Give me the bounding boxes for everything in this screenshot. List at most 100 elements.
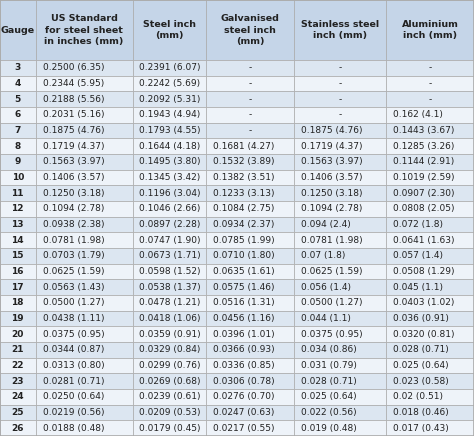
Bar — [133, 389, 206, 405]
Bar — [294, 0, 386, 60]
Text: 0.2188 (5.56): 0.2188 (5.56) — [43, 95, 105, 104]
Bar — [133, 154, 206, 170]
Text: Steel inch
(mm): Steel inch (mm) — [143, 20, 196, 40]
Bar — [294, 342, 386, 358]
Text: 0.1644 (4.18): 0.1644 (4.18) — [138, 142, 200, 151]
Bar — [133, 327, 206, 342]
Bar — [386, 279, 474, 295]
Text: 8: 8 — [15, 142, 21, 151]
Bar — [206, 420, 294, 436]
Bar — [36, 342, 133, 358]
Bar — [294, 373, 386, 389]
Text: 26: 26 — [11, 424, 24, 433]
Bar — [206, 327, 294, 342]
Text: 0.07 (1.8): 0.07 (1.8) — [301, 252, 346, 260]
Text: 0.1144 (2.91): 0.1144 (2.91) — [393, 157, 455, 167]
Text: 0.1094 (2.78): 0.1094 (2.78) — [301, 204, 363, 214]
Text: 0.028 (0.71): 0.028 (0.71) — [393, 345, 449, 354]
Text: 5: 5 — [15, 95, 21, 104]
Text: 17: 17 — [11, 283, 24, 292]
Bar — [133, 60, 206, 76]
Bar — [133, 92, 206, 107]
Text: -: - — [428, 79, 432, 88]
Bar — [133, 139, 206, 154]
Bar — [294, 420, 386, 436]
Bar — [386, 185, 474, 201]
Text: 0.0329 (0.84): 0.0329 (0.84) — [138, 345, 200, 354]
Bar — [294, 311, 386, 327]
Text: 25: 25 — [11, 408, 24, 417]
Bar — [386, 248, 474, 264]
Bar — [36, 279, 133, 295]
Text: 0.0269 (0.68): 0.0269 (0.68) — [138, 377, 200, 386]
Text: 0.2242 (5.69): 0.2242 (5.69) — [138, 79, 200, 88]
Text: 22: 22 — [11, 361, 24, 370]
Text: 0.0516 (1.31): 0.0516 (1.31) — [213, 298, 275, 307]
Text: -: - — [338, 95, 342, 104]
Text: 0.0781 (1.98): 0.0781 (1.98) — [301, 236, 363, 245]
Bar — [0, 420, 36, 436]
Text: 0.025 (0.64): 0.025 (0.64) — [301, 392, 357, 402]
Bar — [294, 295, 386, 311]
Text: 0.0306 (0.78): 0.0306 (0.78) — [213, 377, 275, 386]
Bar — [0, 154, 36, 170]
Bar — [386, 139, 474, 154]
Text: 0.1233 (3.13): 0.1233 (3.13) — [213, 189, 275, 198]
Bar — [36, 185, 133, 201]
Bar — [0, 311, 36, 327]
Bar — [0, 295, 36, 311]
Text: 3: 3 — [15, 64, 21, 72]
Bar — [294, 170, 386, 185]
Bar — [206, 342, 294, 358]
Text: 0.056 (1.4): 0.056 (1.4) — [301, 283, 351, 292]
Bar — [294, 139, 386, 154]
Text: US Standard
for steel sheet
in inches (mm): US Standard for steel sheet in inches (m… — [45, 14, 124, 46]
Bar — [386, 295, 474, 311]
Bar — [36, 0, 133, 60]
Bar — [294, 232, 386, 248]
Bar — [206, 389, 294, 405]
Text: 0.2092 (5.31): 0.2092 (5.31) — [138, 95, 200, 104]
Bar — [294, 76, 386, 92]
Bar — [36, 217, 133, 232]
Text: 0.0500 (1.27): 0.0500 (1.27) — [43, 298, 105, 307]
Bar — [36, 389, 133, 405]
Text: 0.1532 (3.89): 0.1532 (3.89) — [213, 157, 275, 167]
Text: 0.045 (1.1): 0.045 (1.1) — [393, 283, 443, 292]
Text: 0.0635 (1.61): 0.0635 (1.61) — [213, 267, 275, 276]
Text: 0.017 (0.43): 0.017 (0.43) — [393, 424, 449, 433]
Bar — [133, 373, 206, 389]
Bar — [0, 405, 36, 420]
Text: 0.0375 (0.95): 0.0375 (0.95) — [43, 330, 105, 339]
Text: 0.1495 (3.80): 0.1495 (3.80) — [138, 157, 200, 167]
Bar — [206, 0, 294, 60]
Text: 0.0508 (1.29): 0.0508 (1.29) — [393, 267, 455, 276]
Bar — [0, 107, 36, 123]
Text: 0.1563 (3.97): 0.1563 (3.97) — [301, 157, 363, 167]
Text: -: - — [428, 64, 432, 72]
Bar — [36, 248, 133, 264]
Text: 0.0575 (1.46): 0.0575 (1.46) — [213, 283, 275, 292]
Bar — [294, 248, 386, 264]
Bar — [206, 60, 294, 76]
Text: 0.1250 (3.18): 0.1250 (3.18) — [43, 189, 105, 198]
Bar — [386, 107, 474, 123]
Text: 0.0625 (1.59): 0.0625 (1.59) — [43, 267, 105, 276]
Text: 0.2500 (6.35): 0.2500 (6.35) — [43, 64, 105, 72]
Bar — [294, 217, 386, 232]
Bar — [294, 358, 386, 373]
Bar — [0, 201, 36, 217]
Text: 10: 10 — [11, 173, 24, 182]
Text: Galvanised
steel inch
(mm): Galvanised steel inch (mm) — [220, 14, 280, 46]
Bar — [0, 139, 36, 154]
Bar — [0, 342, 36, 358]
Text: -: - — [248, 95, 252, 104]
Bar — [206, 295, 294, 311]
Text: 0.02 (0.51): 0.02 (0.51) — [393, 392, 443, 402]
Text: 0.1019 (2.59): 0.1019 (2.59) — [393, 173, 455, 182]
Bar — [0, 358, 36, 373]
Text: -: - — [248, 64, 252, 72]
Text: Aluminium
inch (mm): Aluminium inch (mm) — [402, 20, 458, 40]
Bar — [36, 201, 133, 217]
Text: 0.025 (0.64): 0.025 (0.64) — [393, 361, 449, 370]
